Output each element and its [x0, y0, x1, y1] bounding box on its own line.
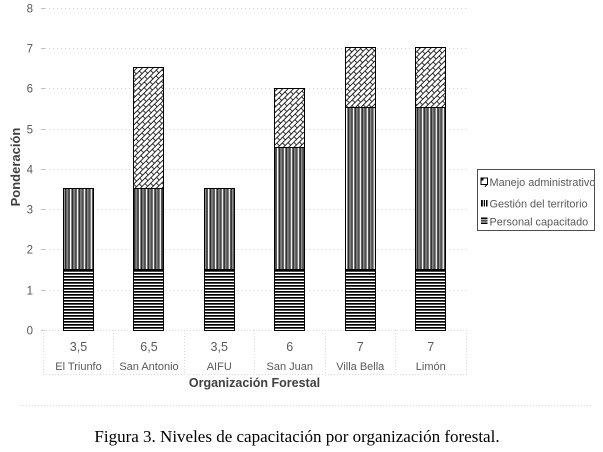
- svg-text:7: 7: [427, 340, 434, 354]
- svg-text:3,5: 3,5: [211, 340, 228, 354]
- svg-text:AIFU: AIFU: [207, 361, 232, 373]
- svg-text:El Triunfo: El Triunfo: [55, 361, 101, 373]
- svg-text:San Juan: San Juan: [267, 361, 313, 373]
- svg-text:San Antonio: San Antonio: [119, 361, 178, 373]
- svg-text:Personal capacitado: Personal capacitado: [490, 217, 589, 229]
- svg-text:Gestión del territorio: Gestión del territorio: [490, 199, 588, 211]
- svg-text:Organización Forestal: Organización Forestal: [189, 376, 320, 390]
- svg-text:2: 2: [27, 245, 33, 257]
- svg-text:5: 5: [27, 125, 33, 137]
- svg-text:3: 3: [27, 205, 33, 217]
- svg-text:6: 6: [286, 340, 293, 354]
- svg-text:0: 0: [27, 326, 33, 338]
- svg-text:7: 7: [27, 44, 33, 56]
- svg-text:6: 6: [27, 84, 33, 96]
- svg-text:Villa Bella: Villa Bella: [336, 361, 385, 373]
- svg-text:Manejo administrativo: Manejo administrativo: [490, 177, 596, 189]
- svg-text:Figura 3. Niveles de capacitac: Figura 3. Niveles de capacitación por or…: [94, 427, 499, 446]
- svg-text:Ponderación: Ponderación: [8, 128, 23, 207]
- svg-text:4: 4: [27, 165, 34, 177]
- svg-text:8: 8: [27, 4, 33, 16]
- svg-text:6,5: 6,5: [140, 340, 157, 354]
- svg-text:3,5: 3,5: [70, 340, 87, 354]
- svg-text:Limón: Limón: [416, 361, 446, 373]
- svg-text:7: 7: [357, 340, 364, 354]
- svg-text:1: 1: [27, 286, 33, 298]
